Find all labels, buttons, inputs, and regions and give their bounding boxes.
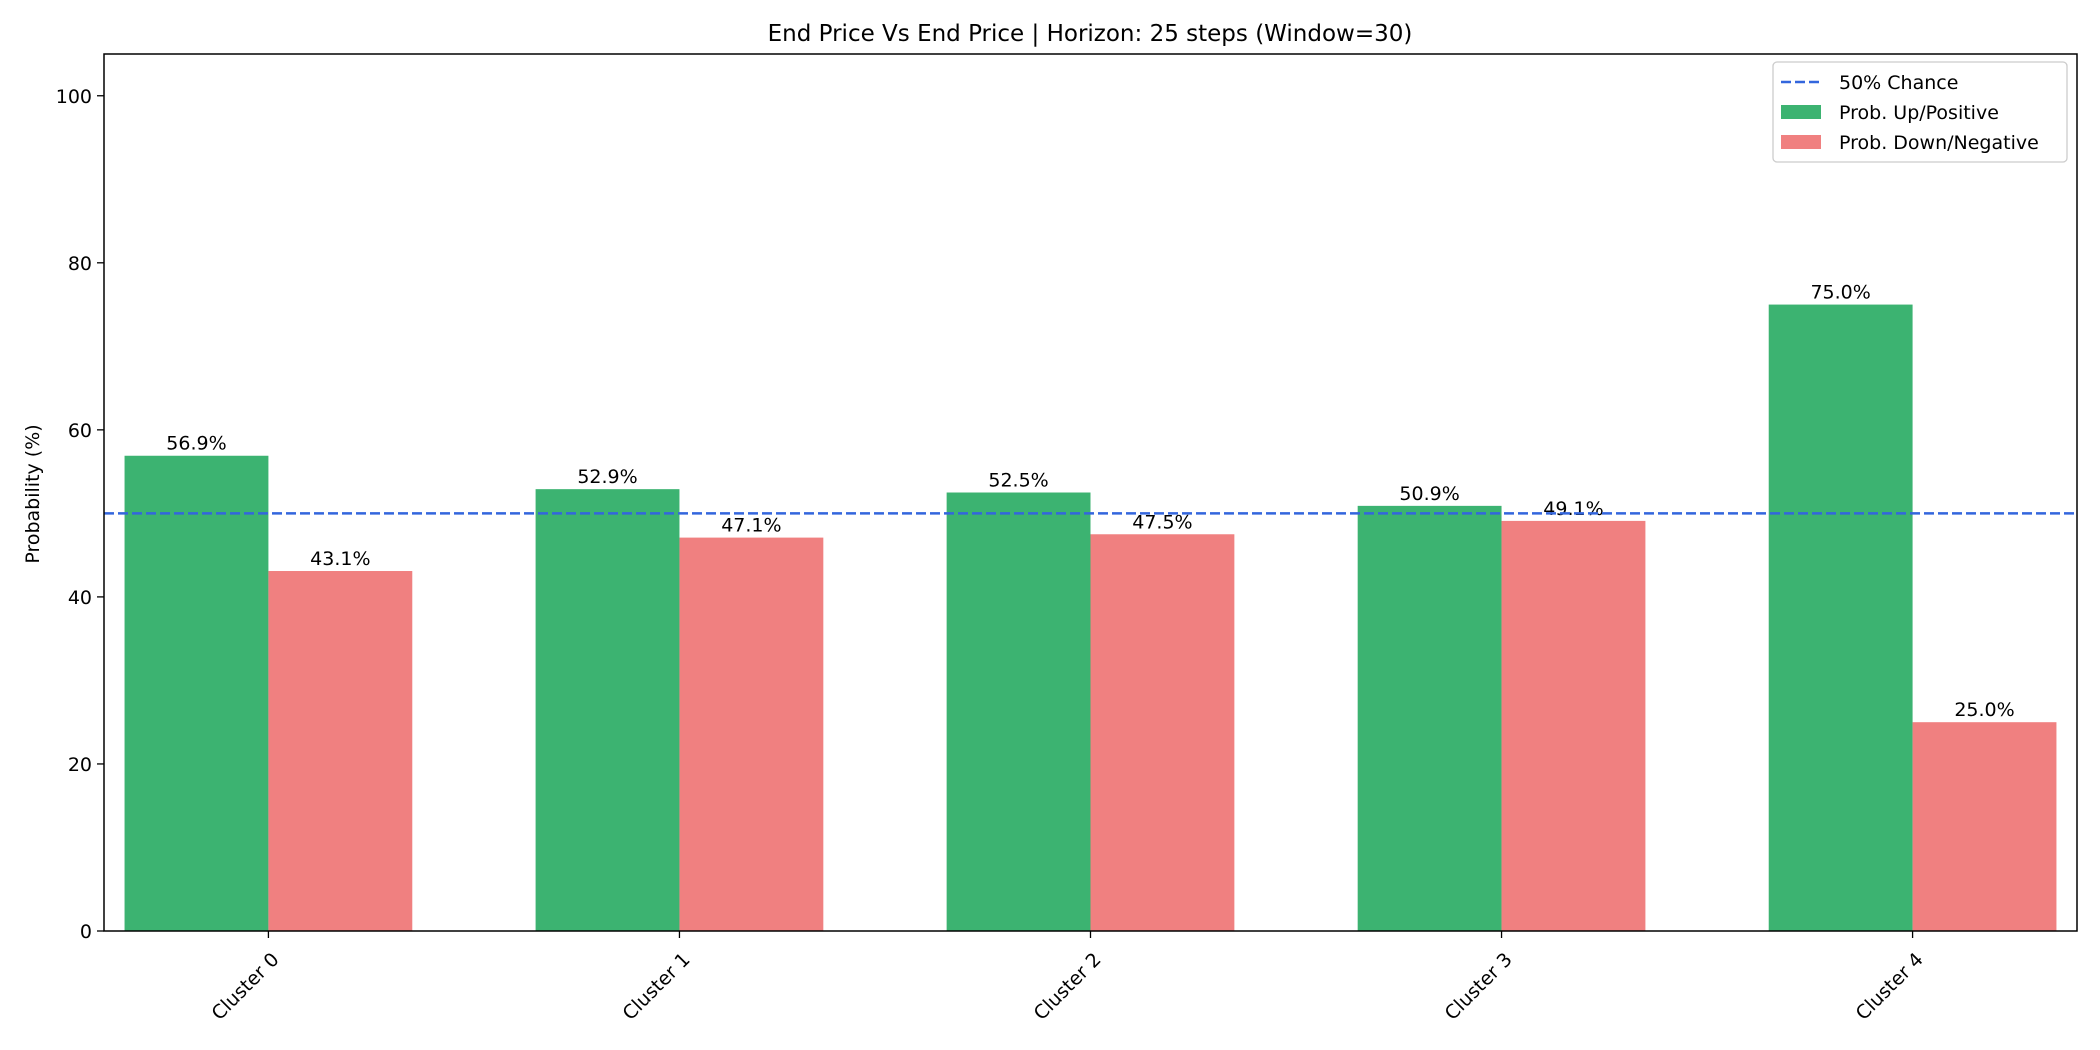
bar-labels-group: 56.9% 52.9% 52.5% 50.9% 75.0% 43.1% 47.1% 47.5%…: [166, 282, 2014, 722]
bar-up-4: [1768, 304, 1913, 932]
bar-up-2: [946, 492, 1091, 931]
bar-label-up-3: 50.9%: [1399, 483, 1459, 505]
y-tick-label-40: 40: [68, 587, 92, 609]
legend-swatch-up: [1781, 105, 1821, 119]
bar-label-down-3: 49.1%: [1543, 498, 1603, 520]
bar-down-0: [268, 571, 413, 931]
bar-label-down-2: 47.5%: [1132, 511, 1192, 533]
y-axis-label: Probability (%): [22, 424, 44, 563]
bar-up-1: [535, 489, 680, 931]
bar-down-2: [1090, 534, 1235, 931]
y-tick-label-20: 20: [68, 754, 92, 776]
legend-label-up: Prob. Up/Positive: [1839, 102, 1999, 124]
chart-title: End Price Vs End Price | Horizon: 25 ste…: [768, 21, 1413, 47]
bar-down-4: [1912, 722, 2057, 931]
y-tick-label-100: 100: [56, 86, 92, 108]
bar-label-down-4: 25.0%: [1954, 699, 2014, 721]
bar-down-1: [679, 537, 824, 931]
bars-group: [124, 304, 2057, 932]
bar-label-up-1: 52.9%: [577, 466, 637, 488]
bar-up-3: [1357, 505, 1502, 931]
bar-label-up-2: 52.5%: [988, 470, 1048, 492]
bar-up-0: [124, 455, 269, 931]
bar-down-3: [1501, 520, 1646, 931]
bar-label-up-0: 56.9%: [166, 433, 226, 455]
y-tick-label-0: 0: [80, 921, 92, 943]
bar-label-up-4: 75.0%: [1810, 282, 1870, 304]
legend-label-chance: 50% Chance: [1839, 72, 1958, 94]
legend-box: [1772, 61, 2068, 163]
y-tick-label-60: 60: [68, 420, 92, 442]
legend: 50% Chance Prob. Up/Positive Prob. Down/Ne…: [1772, 61, 2068, 163]
legend-label-down: Prob. Down/Negative: [1839, 132, 2039, 154]
legend-swatch-down: [1781, 135, 1821, 149]
y-tick-label-80: 80: [68, 253, 92, 275]
bar-label-down-1: 47.1%: [721, 515, 781, 537]
bar-label-down-0: 43.1%: [310, 548, 370, 570]
